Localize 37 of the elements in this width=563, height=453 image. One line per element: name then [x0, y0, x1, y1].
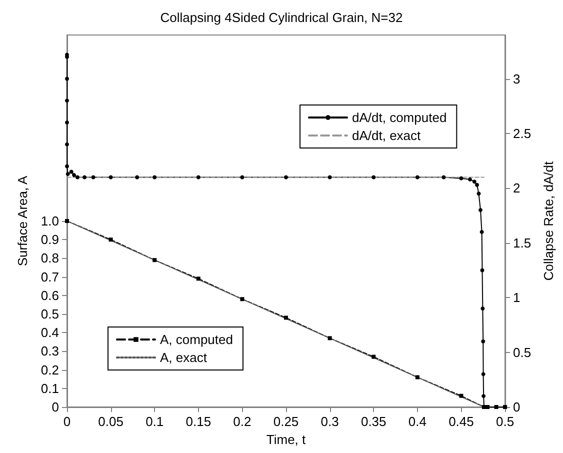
y-tick-label: 0.3 — [40, 344, 59, 359]
y2-tick-label: 0.5 — [513, 344, 532, 360]
x-tick-label: 0.35 — [360, 414, 386, 429]
y-tick-label: 0.1 — [40, 380, 59, 396]
legend-label: A, exact — [160, 350, 208, 365]
y-tick-label: 0.8 — [40, 250, 59, 266]
x-tick-label: 0.25 — [273, 414, 299, 429]
legend-label: dA/dt, computed — [352, 110, 447, 125]
y2-tick-label: 1 — [513, 290, 520, 306]
x-tick-label: 0.4 — [408, 414, 426, 429]
y-tick-label: 0.7 — [40, 269, 59, 284]
y-tick-label: 0 — [52, 400, 59, 414]
legend-label: dA/dt, exact — [352, 128, 422, 143]
y2-tick-label: 1.5 — [513, 235, 532, 250]
x-axis-title: Time, t — [266, 432, 306, 447]
y-axis-title: Surface Area, A — [15, 176, 30, 266]
y-tick-label: 0.4 — [40, 325, 59, 340]
y-tick-label: 1.0 — [40, 214, 59, 228]
x-tick-label: 0.3 — [320, 414, 339, 429]
y2-tick-label: 2.5 — [513, 126, 532, 141]
chart-title: Collapsing 4Sided Cylindrical Grain, N=32 — [160, 10, 403, 25]
y-tick-label: 0.2 — [40, 362, 59, 378]
x-tick-label: 0.1 — [146, 414, 164, 429]
x-tick-label: 0.45 — [448, 414, 474, 429]
x-tick-label: 0.5 — [496, 414, 514, 429]
y-tick-label: 0.6 — [40, 288, 59, 303]
x-tick-label: 0.05 — [98, 414, 124, 429]
x-tick-label: 0 — [63, 414, 71, 429]
y2-tick-label: 0 — [513, 400, 520, 414]
y-tick-label: 0.9 — [40, 232, 59, 248]
x-tick-label: 0.15 — [186, 414, 212, 429]
y2-axis-title: Collapse Rate, dA/dt — [541, 160, 556, 281]
y-tick-label: 0.5 — [40, 306, 59, 322]
y2-tick-label: 3 — [513, 71, 520, 86]
legend-label: A, computed — [160, 332, 233, 347]
x-tick-label: 0.2 — [233, 414, 252, 429]
y2-tick-label: 2 — [513, 180, 520, 196]
